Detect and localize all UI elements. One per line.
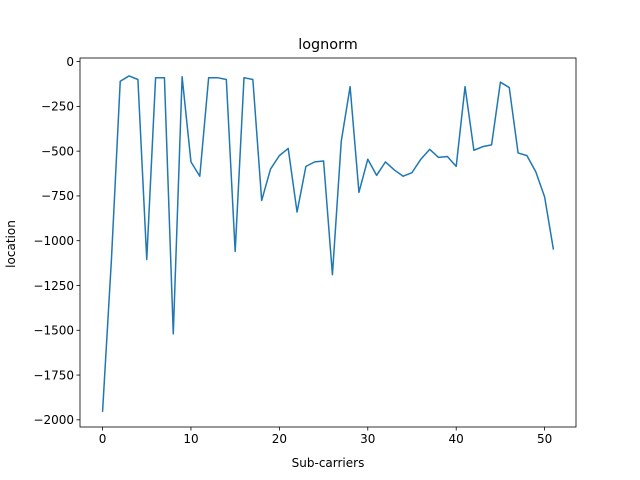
y-tick-label: −250 — [41, 100, 74, 114]
y-tick-label: −2000 — [33, 413, 74, 427]
x-tick-label: 10 — [183, 432, 198, 446]
y-tick-label: −500 — [41, 144, 74, 158]
x-tick-label: 0 — [99, 432, 107, 446]
x-tick-label: 50 — [537, 432, 552, 446]
y-tick-label: 0 — [66, 55, 74, 69]
y-axis-label: location — [4, 220, 18, 268]
x-axis-label: Sub-carriers — [292, 456, 365, 470]
x-tick-label: 20 — [272, 432, 287, 446]
series-line — [101, 75, 555, 412]
x-tick-label: 40 — [449, 432, 464, 446]
y-tick-label: −1750 — [33, 368, 74, 382]
y-tick-label: −1500 — [33, 324, 74, 338]
y-tick-label: −1000 — [33, 234, 74, 248]
y-tick-label: −750 — [41, 189, 74, 203]
y-tick-label: −1250 — [33, 279, 74, 293]
chart-title: lognorm — [298, 37, 358, 53]
plot-area — [79, 57, 577, 428]
x-tick-label: 30 — [360, 432, 375, 446]
x-axis: 0 10 20 30 40 50 — [99, 427, 552, 446]
y-axis: 0 −250 −500 −750 −1000 −1250 −1500 −1750 −2000 — [33, 55, 80, 427]
axes-frame — [79, 57, 577, 428]
